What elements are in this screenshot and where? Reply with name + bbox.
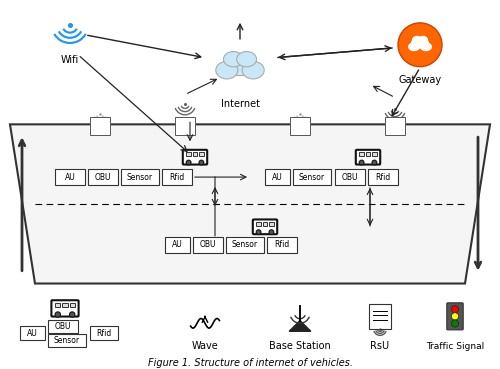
FancyBboxPatch shape	[356, 150, 380, 165]
Bar	[269, 222, 274, 226]
FancyBboxPatch shape	[48, 334, 86, 347]
Text: Sensor: Sensor	[299, 173, 325, 182]
Circle shape	[452, 313, 458, 320]
Bar	[70, 303, 75, 307]
Circle shape	[269, 230, 274, 235]
Bar	[385, 117, 405, 135]
Text: Sensor: Sensor	[232, 240, 258, 249]
Text: OBU: OBU	[95, 173, 111, 182]
Bar	[192, 152, 198, 156]
FancyBboxPatch shape	[165, 237, 190, 253]
Text: AU: AU	[27, 329, 38, 338]
Text: Wave: Wave	[192, 341, 218, 351]
Text: OBU: OBU	[342, 173, 358, 182]
Bar	[366, 152, 370, 156]
Circle shape	[452, 306, 458, 313]
FancyBboxPatch shape	[368, 169, 398, 185]
Ellipse shape	[236, 52, 256, 67]
FancyBboxPatch shape	[183, 150, 207, 165]
FancyBboxPatch shape	[20, 326, 45, 340]
Circle shape	[256, 230, 261, 235]
Text: AU: AU	[172, 240, 183, 249]
Bar	[359, 152, 364, 156]
FancyBboxPatch shape	[226, 237, 264, 253]
Circle shape	[398, 23, 442, 67]
Text: AU: AU	[272, 173, 283, 182]
FancyBboxPatch shape	[265, 169, 290, 185]
Text: RsU: RsU	[370, 341, 390, 351]
Circle shape	[70, 312, 75, 317]
Bar	[175, 117, 195, 135]
Ellipse shape	[224, 52, 244, 67]
Circle shape	[199, 160, 204, 165]
FancyBboxPatch shape	[48, 320, 78, 333]
Ellipse shape	[412, 36, 422, 44]
Text: Internet: Internet	[220, 100, 260, 110]
FancyBboxPatch shape	[293, 169, 331, 185]
Ellipse shape	[224, 54, 256, 76]
Circle shape	[186, 160, 191, 165]
Bar	[55, 303, 60, 307]
FancyBboxPatch shape	[121, 169, 159, 185]
FancyBboxPatch shape	[335, 169, 365, 185]
Bar	[199, 152, 204, 156]
Ellipse shape	[411, 37, 429, 49]
Text: Sensor: Sensor	[127, 173, 153, 182]
FancyBboxPatch shape	[88, 169, 118, 185]
Text: Figure 1. Structure of internet of vehicles.: Figure 1. Structure of internet of vehic…	[148, 358, 352, 368]
FancyBboxPatch shape	[162, 169, 192, 185]
Bar	[62, 303, 68, 307]
Text: Traffic Signal: Traffic Signal	[426, 342, 484, 351]
Circle shape	[359, 160, 364, 165]
Ellipse shape	[418, 36, 428, 44]
Bar	[90, 117, 110, 135]
Text: Sensor: Sensor	[54, 336, 80, 345]
Ellipse shape	[216, 61, 238, 79]
FancyBboxPatch shape	[52, 300, 78, 317]
Ellipse shape	[408, 42, 420, 51]
Circle shape	[55, 312, 60, 317]
Text: OBU: OBU	[55, 322, 72, 331]
FancyBboxPatch shape	[90, 326, 118, 340]
FancyBboxPatch shape	[253, 220, 277, 234]
Bar	[186, 152, 191, 156]
Ellipse shape	[420, 42, 432, 51]
Text: Rfid: Rfid	[96, 329, 112, 338]
Text: Rfid: Rfid	[274, 240, 289, 249]
FancyBboxPatch shape	[193, 237, 223, 253]
Circle shape	[452, 320, 458, 327]
Text: Rfid: Rfid	[376, 173, 390, 182]
Text: Wifi: Wifi	[61, 55, 79, 65]
Bar	[256, 222, 261, 226]
Polygon shape	[10, 124, 490, 283]
Text: OBU: OBU	[200, 240, 216, 249]
Ellipse shape	[242, 61, 264, 79]
Text: Gateway: Gateway	[398, 75, 442, 85]
FancyBboxPatch shape	[55, 169, 85, 185]
FancyBboxPatch shape	[447, 303, 463, 330]
FancyBboxPatch shape	[267, 237, 297, 253]
Text: Rfid: Rfid	[170, 173, 184, 182]
Circle shape	[372, 160, 377, 165]
Bar	[262, 222, 268, 226]
Bar	[290, 117, 310, 135]
Bar	[372, 152, 377, 156]
FancyBboxPatch shape	[369, 304, 391, 329]
Polygon shape	[289, 321, 311, 331]
Text: AU: AU	[64, 173, 76, 182]
Text: Base Station: Base Station	[269, 341, 331, 351]
